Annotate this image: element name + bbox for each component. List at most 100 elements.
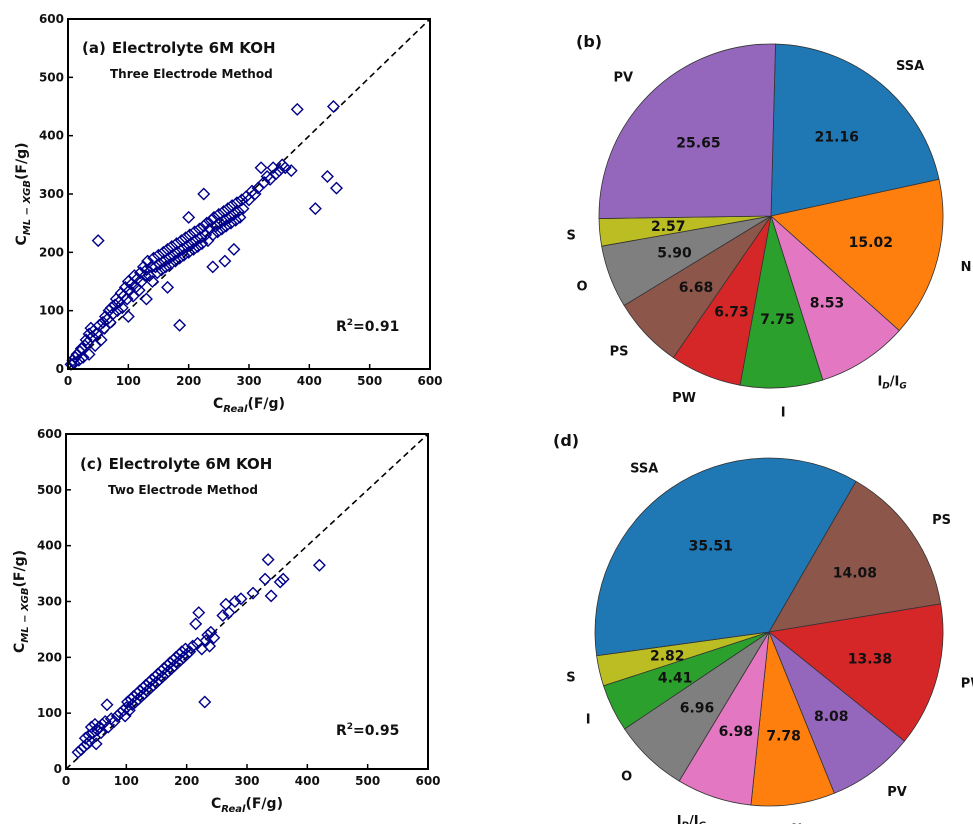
data-point	[204, 625, 218, 639]
data-point	[180, 648, 194, 662]
slice-category-label: ID/IG	[877, 375, 906, 392]
y-tick-label: 600	[37, 427, 62, 441]
data-point	[203, 222, 217, 236]
x-tick-label: 400	[297, 374, 322, 388]
slice-category-label: N	[791, 822, 802, 824]
data-point	[203, 639, 217, 653]
y-tick-label: 100	[39, 304, 64, 318]
slice-label-sub: D	[882, 382, 890, 392]
x-label-main: C	[213, 396, 223, 412]
data-point	[326, 100, 340, 113]
r2-exponent: 2	[347, 722, 353, 732]
slice-category-label: PS	[610, 345, 629, 360]
r-squared-label: R2=0.91	[336, 318, 399, 335]
slice-label-main: SSA	[630, 461, 658, 476]
data-point	[308, 202, 322, 216]
slice-label-sub2: G	[899, 382, 906, 392]
y-label-main: C	[14, 235, 30, 245]
data-point	[228, 595, 242, 608]
data-point	[186, 639, 200, 653]
slice-label-main2: /I	[689, 814, 699, 824]
data-point	[103, 315, 117, 329]
slice-label-main: S	[566, 670, 575, 685]
slice-category-label: PV	[887, 785, 907, 800]
data-point	[161, 280, 175, 294]
slice-label-main: I	[877, 375, 882, 390]
x-tick-label: 300	[236, 374, 261, 388]
pie-panel-d: 14.08PS13.38PW8.08PV7.78N6.98ID/IG6.96O4…	[553, 431, 973, 824]
data-point	[118, 709, 132, 723]
y-axis-label: CML − XGB(F/g)	[14, 143, 33, 246]
data-point	[162, 251, 176, 265]
slice-label-main: PW	[672, 391, 696, 406]
data-point	[185, 237, 199, 251]
data-point	[135, 275, 149, 288]
slice-value-label: 2.57	[651, 219, 686, 235]
data-point	[115, 301, 129, 315]
data-point	[164, 257, 178, 271]
data-point	[121, 310, 135, 323]
data-point	[201, 628, 215, 642]
slice-label-sub2: G	[699, 821, 706, 824]
r2-symbol: R	[336, 723, 347, 739]
data-point	[223, 210, 237, 224]
slice-label-main2: /I	[890, 375, 900, 390]
slice-category-label: PV	[614, 71, 634, 86]
data-point	[264, 589, 278, 603]
data-point	[219, 219, 233, 233]
panel-subtitle: Two Electrode Method	[108, 483, 258, 497]
data-point	[98, 715, 112, 729]
y-tick-label: 500	[37, 483, 62, 497]
data-point	[173, 318, 187, 332]
data-point	[91, 234, 105, 248]
slice-label-main: PV	[887, 785, 907, 800]
pie-slice	[598, 43, 776, 219]
slice-label-sub: D	[682, 821, 690, 824]
data-point	[246, 586, 260, 600]
slice-value-label: 7.78	[766, 728, 801, 744]
data-point	[261, 553, 275, 567]
data-point	[224, 216, 238, 230]
panel-label: (c)	[80, 455, 103, 473]
slice-category-label: SSA	[896, 59, 924, 74]
data-point	[116, 703, 130, 717]
data-point	[76, 350, 90, 364]
data-point	[148, 260, 162, 274]
panel-subtitle: Three Electrode Method	[110, 67, 273, 81]
data-point	[229, 213, 243, 227]
data-point	[218, 254, 232, 268]
data-point	[180, 240, 194, 253]
data-point	[206, 260, 220, 274]
x-axis-label: CReal(F/g)	[211, 796, 283, 815]
data-point	[106, 307, 120, 321]
slice-label-main: O	[577, 279, 588, 294]
slice-category-label: PW	[672, 391, 696, 406]
data-point	[320, 170, 334, 183]
r2-value: =0.91	[353, 319, 399, 335]
slice-value-label: 8.08	[814, 709, 849, 725]
slice-value-label: 5.90	[657, 246, 692, 262]
data-point	[182, 210, 196, 224]
x-tick-label: 0	[62, 774, 70, 788]
data-point	[329, 181, 343, 195]
data-point	[215, 222, 229, 236]
data-point	[276, 572, 290, 586]
y-label-unit: (F/g)	[12, 550, 28, 588]
scatter-panel-c: 0 100 200 300 400 500 600 0 100 200 300 400 500 600 (c…	[12, 427, 441, 815]
data-point	[278, 161, 292, 175]
slice-value-label: 21.16	[815, 129, 859, 145]
y-tick-label: 200	[37, 650, 62, 664]
pie-slice	[770, 214, 900, 381]
slice-label-main: PS	[610, 345, 629, 360]
data-point	[183, 645, 197, 659]
data-point	[159, 260, 173, 274]
slice-category-label: S	[566, 229, 575, 244]
slice-value-label: 14.08	[833, 566, 877, 582]
data-point	[104, 301, 118, 315]
data-point	[216, 608, 230, 622]
panel-label: (a)	[82, 39, 106, 57]
x-tick-label: 300	[234, 774, 259, 788]
slice-category-label: ID/IG	[677, 814, 706, 824]
data-point	[171, 245, 185, 259]
panel-label: (d)	[553, 431, 579, 450]
